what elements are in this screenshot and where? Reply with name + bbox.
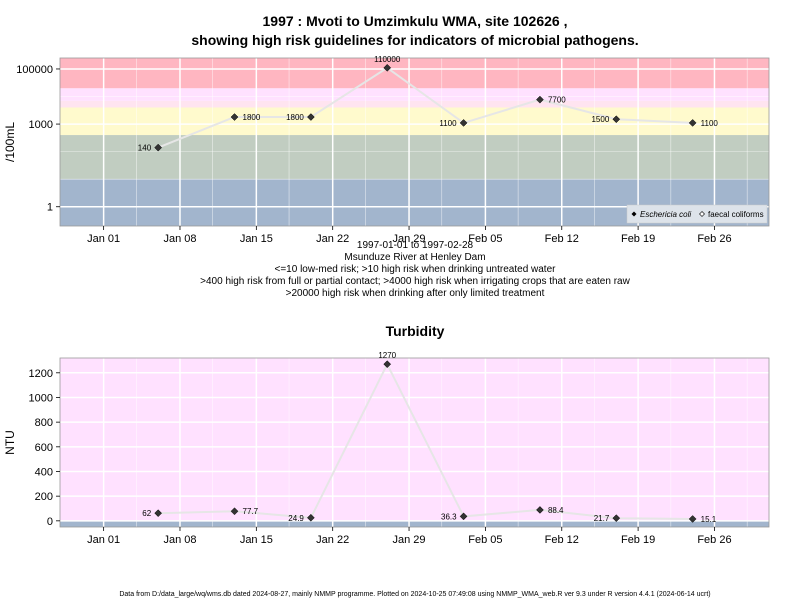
data-label: 1500: [591, 115, 609, 124]
x-tick-label: Jan 29: [393, 534, 426, 546]
data-label: 1100: [701, 119, 719, 128]
y-tick-label: 400: [35, 466, 53, 478]
y-tick-label: 1200: [29, 368, 53, 380]
legend-label-ecoli: Eschericia coli: [640, 210, 691, 219]
x-tick-label: Jan 01: [87, 233, 120, 245]
data-label: 88.4: [548, 506, 564, 515]
data-point: [230, 507, 239, 516]
x-tick-label: Jan 08: [163, 534, 196, 546]
data-label: 24.9: [288, 514, 304, 523]
x-tick-label: Feb 12: [545, 534, 579, 546]
data-label: 36.3: [441, 512, 457, 521]
series-line: [157, 66, 693, 149]
data-label: 1100: [439, 119, 457, 128]
data-point: [383, 360, 392, 369]
plot-frame: [59, 57, 770, 227]
data-point: [154, 509, 163, 518]
y-tick-label: 0: [47, 516, 53, 528]
y-tick-label: 800: [35, 417, 53, 429]
data-label: 140: [138, 144, 152, 153]
x-tick-label: Feb 26: [697, 233, 731, 245]
risk-band: [60, 100, 769, 108]
x-tick-label: Jan 22: [316, 534, 349, 546]
data-label: 15.1: [701, 515, 717, 524]
data-point: [612, 514, 621, 523]
data-point: [307, 513, 315, 522]
subtitle-line-5: >20000 high risk when drinking after onl…: [286, 288, 545, 299]
data-label: 110000: [374, 55, 401, 64]
baseline-band: [60, 520, 769, 527]
chart-title-line1: 1997 : Mvoti to Umzimkulu WMA, site 1026…: [263, 13, 568, 29]
x-tick-label: Jan 15: [240, 534, 273, 546]
x-tick-label: Jan 01: [87, 534, 120, 546]
x-tick-label: Feb 05: [468, 233, 502, 245]
data-point: [612, 115, 621, 124]
turbidity-title: Turbidity: [386, 323, 445, 339]
data-label: 62: [142, 509, 151, 518]
turbidity-panel: Jan 01 Jan 08 Jan 15 Jan 22 Jan 29 Feb 05 Feb …: [3, 351, 770, 546]
data-point: [154, 143, 163, 152]
chart-title-line2: showing high risk guidelines for indicat…: [191, 32, 638, 48]
subtitle-line-1: 1997-01-01 to 1997-02-28: [357, 240, 474, 251]
legend-label-faecal: faecal coliforms: [708, 210, 764, 219]
y-tick-label: 200: [35, 491, 53, 503]
x-tick-label: Feb 05: [468, 534, 502, 546]
data-point: [536, 506, 544, 514]
y-tick-label: 1: [47, 202, 53, 214]
subtitle-line-2: Msunduze River at Henley Dam: [344, 252, 485, 263]
series-line: [158, 361, 693, 520]
data-point: [307, 113, 315, 121]
x-tick-label: Feb 26: [697, 534, 731, 546]
x-tick-label: Jan 15: [240, 233, 273, 245]
plot-background: [60, 358, 769, 527]
subtitle-line-4: >400 high risk from full or partial cont…: [200, 276, 630, 287]
data-point: [688, 515, 697, 523]
data-label: 7700: [548, 96, 566, 105]
data-label: 21.7: [594, 514, 610, 523]
data-point: [459, 119, 468, 127]
data-label: 1800: [243, 113, 261, 122]
y-axis-label: NTU: [3, 430, 17, 455]
y-tick-label: 100000: [16, 64, 53, 76]
data-point: [230, 113, 239, 121]
data-point: [383, 63, 392, 72]
x-tick-label: Jan 22: [316, 233, 349, 245]
x-tick-label: Feb 12: [545, 233, 579, 245]
data-label: 1800: [286, 113, 304, 122]
footer-text: Data from D:/data_large/wq/wms.db dated …: [119, 591, 710, 598]
x-tick-label: Feb 19: [621, 233, 655, 245]
risk-band: [60, 88, 769, 101]
legend-box: [626, 204, 768, 224]
plot-frame: [59, 357, 770, 528]
legend-marker-ecoli: [631, 211, 637, 217]
legend-marker-faecal: [699, 211, 705, 217]
bacteria-panel: Jan 01 Jan 08 Jan 15 Jan 22 Jan 29 Feb 05 Feb …: [3, 55, 770, 245]
x-tick-label: Jan 08: [163, 233, 196, 245]
data-point: [536, 95, 544, 104]
y-axis-label: /100mL: [3, 122, 17, 162]
risk-band: [60, 135, 769, 180]
x-tick-label: Feb 19: [621, 534, 655, 546]
data-point: [688, 119, 697, 127]
subtitle-line-3: <=10 low-med risk; >10 high risk when dr…: [275, 264, 557, 275]
y-tick-label: 1000: [29, 119, 53, 131]
y-tick-label: 600: [35, 442, 53, 454]
data-label: 1270: [378, 351, 396, 360]
data-label: 77.7: [243, 507, 259, 516]
x-tick-label: Jan 29: [393, 233, 426, 245]
y-tick-label: 1000: [29, 392, 53, 404]
data-point: [459, 512, 468, 521]
risk-band: [60, 58, 769, 89]
